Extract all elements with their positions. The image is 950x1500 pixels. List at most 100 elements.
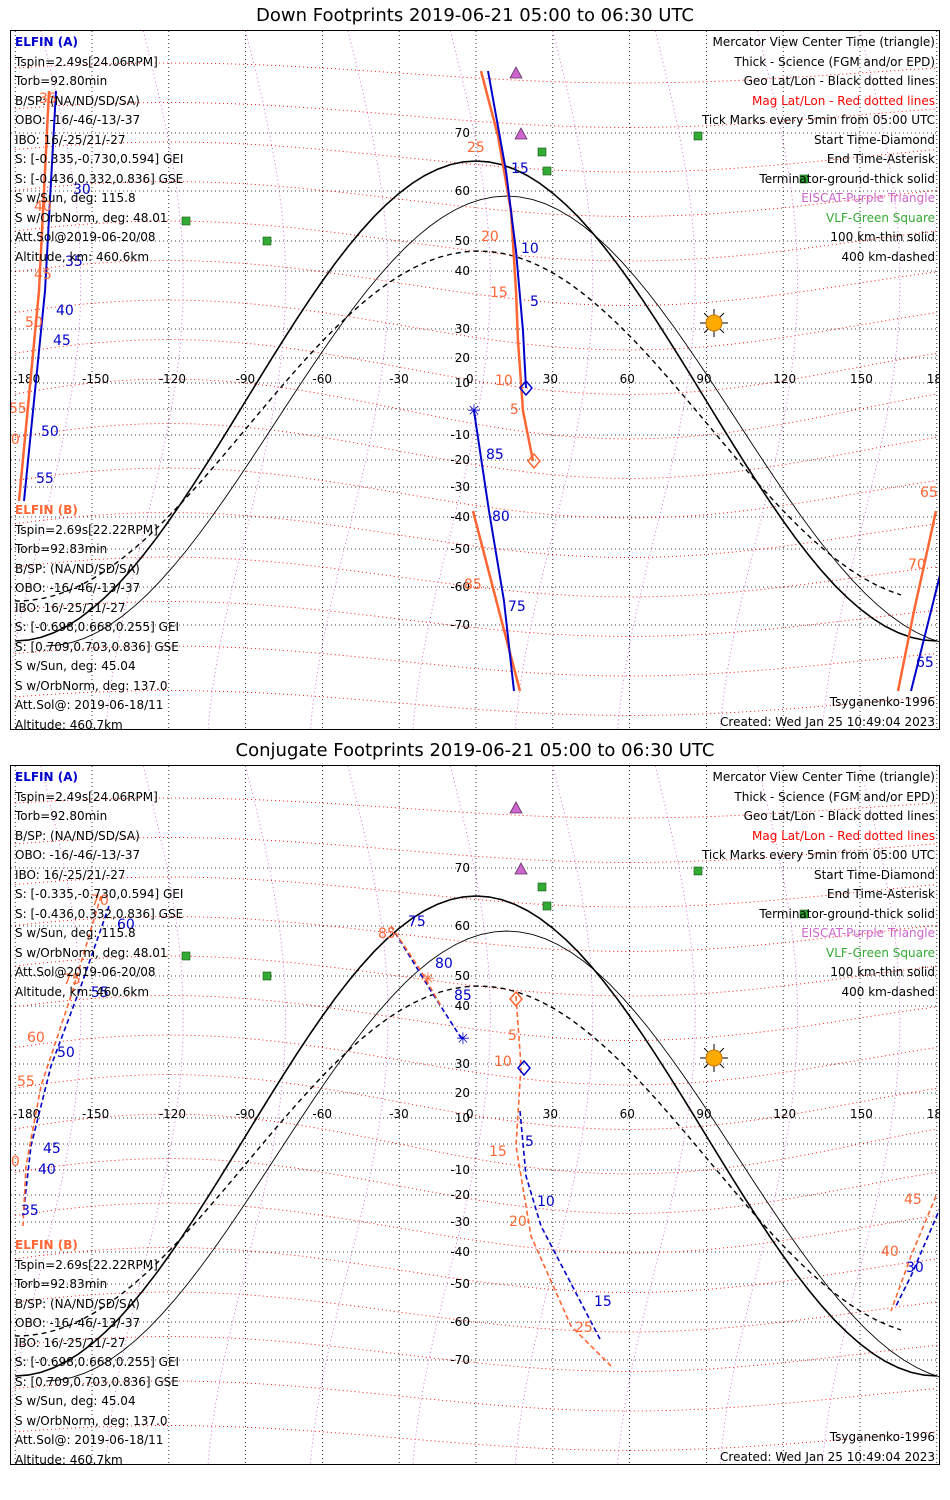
lon-tick-label: 180 — [927, 372, 940, 386]
elfin-a-tick-label: 45 — [53, 333, 71, 349]
lat-tick-label: 20 — [455, 1086, 470, 1100]
elfin-a-line: B/SP: (NA/ND/SD/SA) — [15, 828, 140, 843]
lat-tick-label: -20 — [450, 1188, 470, 1202]
elfin-b-track — [515, 995, 612, 1367]
elfin-a-tick-label: 5 — [530, 294, 539, 310]
lat-tick-label: 10 — [455, 376, 470, 390]
model-label: Tsyganenko-1996 — [829, 695, 935, 709]
elfin-a-line: B/SP: (NA/ND/SD/SA) — [15, 93, 140, 108]
model-label: Tsyganenko-1996 — [829, 1430, 935, 1444]
elfin-b-line: Torb=92.83min — [15, 542, 108, 556]
elfin-b-line: Tspin=2.69s[22.22RPM] — [15, 1257, 158, 1272]
vlf-square-icon — [262, 971, 272, 981]
lon-tick-label: -180 — [13, 1107, 40, 1121]
elfin-b-line: OBO: -16/-46/-13/-37 — [15, 581, 141, 595]
terminator-400km-line — [11, 250, 902, 602]
sun-ray — [703, 1047, 709, 1053]
mag-lat-line — [15, 467, 937, 519]
elfin-b-line: Att.Sol@: 2019-06-18/11 — [15, 698, 164, 712]
elfin-b-line: Att.Sol@: 2019-06-18/11 — [15, 1433, 164, 1447]
elfin-b-tick-label: 60 — [27, 1030, 45, 1046]
lon-tick-label: 120 — [773, 1107, 796, 1121]
elfin-a-tick-label: 45 — [43, 1141, 61, 1157]
elfin-b-track — [17, 90, 51, 502]
legend-item: Terminator-ground-thick solid — [759, 906, 935, 921]
elfin-b-block: ELFIN (B) Tspin=2.69s[22.22RPM] Torb=92.… — [15, 1236, 179, 1464]
elfin-b-line: Tspin=2.69s[22.22RPM] — [15, 522, 158, 537]
elfin-a-track — [23, 90, 57, 502]
elfin-b-track — [390, 925, 442, 1007]
elfin-a-line: S w/Sun, deg: 115.8 — [15, 926, 136, 940]
lat-tick-label: -40 — [450, 510, 470, 524]
legend-item: Geo Lat/Lon - Black dotted lines — [743, 74, 935, 88]
eiscat-triangle-icon — [514, 862, 528, 875]
elfin-b-tick-label: 70 — [91, 893, 109, 909]
vlf-square-icon — [693, 131, 703, 141]
lat-tick-label: 70 — [455, 126, 470, 140]
elfin-b-track — [890, 1195, 937, 1312]
elfin-a-tick-label: 75 — [408, 914, 426, 930]
lon-tick-label: -90 — [236, 372, 256, 386]
elfin-b-line: IBO: 16/-25/21/-27 — [15, 1335, 126, 1350]
terminator-ground-line — [15, 160, 937, 642]
lat-tick-label: 30 — [455, 1057, 470, 1071]
mag-lat-line — [15, 797, 937, 819]
map-down[interactable]: -150 -120 -90 -60 -30 0 30 60 90 120 150 180 -180 70 6… — [10, 30, 940, 730]
sun-ray — [719, 1047, 725, 1053]
mag-lat-line — [15, 62, 937, 84]
panel-title-conjugate: Conjugate Footprints 2019-06-21 05:00 to… — [235, 740, 715, 761]
elfin-a-track — [390, 925, 464, 1042]
eiscat-triangle-icon — [509, 66, 523, 79]
lon-tick-label: 120 — [773, 372, 796, 386]
legend-item: End Time-Asterisk — [826, 887, 935, 901]
elfin-b-tick-label: 20 — [481, 229, 499, 245]
legend-item: Tick Marks every 5min from 05:00 UTC — [701, 113, 935, 127]
elfin-a-line: Torb=92.80min — [15, 809, 108, 823]
elfin-b-tick-label: 10 — [494, 1054, 512, 1070]
lat-tick-label: -30 — [450, 1215, 470, 1229]
elfin-a-track — [910, 574, 939, 692]
lat-tick-label: -50 — [450, 1277, 470, 1291]
elfin-a-tick-label: 50 — [57, 1045, 75, 1061]
legend-item: Mag Lat/Lon - Red dotted lines — [751, 93, 935, 108]
lat-tick-label: -10 — [450, 1163, 470, 1177]
mag-lat-line — [15, 423, 937, 479]
elfin-b-tick-label: 5 — [508, 1028, 517, 1044]
footer-down: Tsyganenko-1996 Created: Wed Jan 25 10:4… — [720, 693, 935, 729]
lat-tick-label: -30 — [450, 480, 470, 494]
lat-tick-label: 50 — [455, 234, 470, 248]
vlf-square-icon — [181, 951, 191, 961]
elfin-b-tick-label: 50 — [11, 1154, 20, 1170]
elfin-a-tick-label: 75 — [508, 599, 526, 615]
elfin-b-line: OBO: -16/-46/-13/-37 — [15, 1316, 141, 1330]
elfin-a-line: OBO: -16/-46/-13/-37 — [15, 113, 141, 127]
elfin-a-tick-label: 30 — [906, 1260, 924, 1276]
legend-down: Mercator View Center Time (triangle) Thi… — [702, 33, 935, 267]
elfin-b-line: B/SP: (NA/ND/SD/SA) — [15, 1296, 140, 1311]
vlf-square-icon — [537, 882, 547, 892]
lat-tick-label: -70 — [450, 1353, 470, 1367]
lat-tick-label: 40 — [455, 999, 470, 1013]
lon-tick-label: 30 — [543, 1107, 558, 1121]
elfin-b-tick-label: 35 — [39, 91, 57, 107]
elfin-b-line: S w/OrbNorm, deg: 137.0 — [15, 1413, 168, 1428]
lon-tick-label: 60 — [620, 372, 635, 386]
elfin-a-tick-label: 85 — [454, 988, 472, 1004]
elfin-a-line: S w/OrbNorm, deg: 48.01 — [15, 210, 168, 225]
vlf-square-icon — [181, 216, 191, 226]
lon-tick-label: -120 — [159, 1107, 186, 1121]
vlf-square-icon — [537, 147, 547, 157]
vlf-square-icon — [693, 866, 703, 876]
elfin-a-tick-label: 80 — [492, 509, 510, 525]
elfin-a-tick-label: 40 — [38, 1162, 56, 1178]
elfin-a-tick-label: 50 — [41, 424, 59, 440]
legend-item: Thick - Science (FGM and/or EPD) — [734, 789, 935, 804]
map-conjugate[interactable]: -150 -120 -90 -60 -30 0 30 60 90 120 150 180 -180 70 6… — [10, 765, 940, 1465]
elfin-b-tick-label: 85 — [378, 926, 396, 942]
legend-item: Mercator View Center Time (triangle) — [712, 770, 935, 784]
elfin-b-line: Torb=92.83min — [15, 1277, 108, 1291]
elfin-b-line: S: [0.709,0.703,0.836] GSE — [15, 639, 179, 654]
map-canvas-conjugate: -150 -120 -90 -60 -30 0 30 60 90 120 150 180 -180 70 6… — [11, 766, 939, 1464]
lon-tick-label: -150 — [82, 1107, 109, 1121]
elfin-a-tick-label: 15 — [511, 161, 529, 177]
